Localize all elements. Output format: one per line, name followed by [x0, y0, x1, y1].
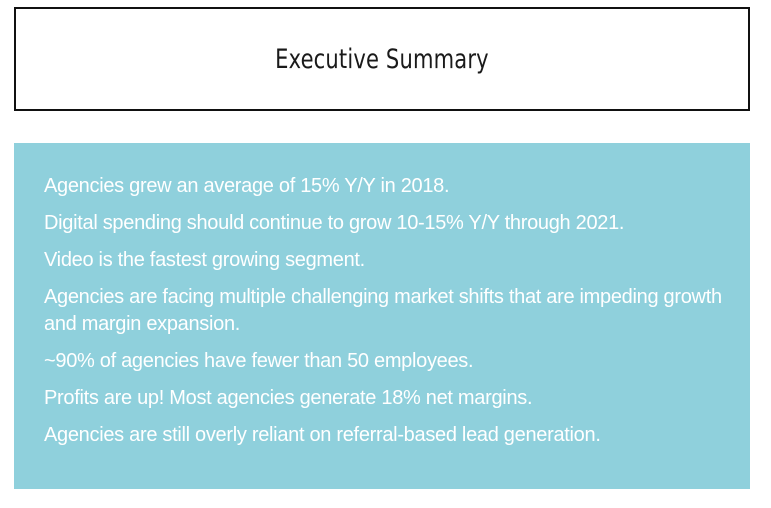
page-title: Executive Summary — [275, 43, 489, 75]
summary-item: Agencies grew an average of 15% Y/Y in 2… — [44, 175, 450, 197]
title-box: Executive Summary — [14, 7, 750, 111]
summary-item: Video is the fastest growing segment. — [44, 249, 365, 271]
summary-item: Agencies are still overly reliant on ref… — [44, 424, 601, 446]
summary-item: Agencies are facing multiple challenging… — [44, 286, 722, 335]
summary-item: Digital spending should continue to grow… — [44, 212, 625, 234]
summary-item: ~90% of agencies have fewer than 50 empl… — [44, 350, 474, 372]
summary-list: Agencies grew an average of 15% Y/Y in 2… — [44, 173, 730, 449]
summary-item: Profits are up! Most agencies generate 1… — [44, 387, 533, 409]
summary-panel: Agencies grew an average of 15% Y/Y in 2… — [14, 143, 750, 489]
